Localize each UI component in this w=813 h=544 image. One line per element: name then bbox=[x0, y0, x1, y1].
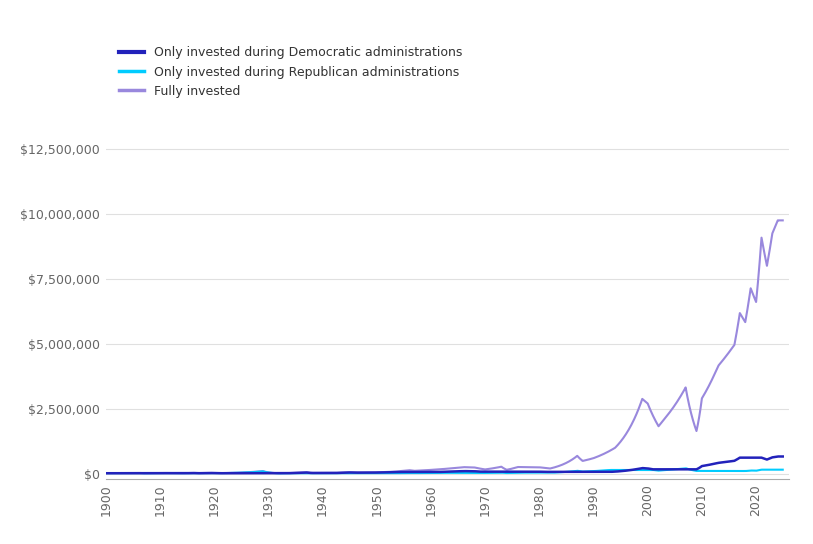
Fully invested bbox=[648, 412, 658, 418]
Only invested during Democratic administrations bbox=[677, 466, 687, 473]
Only invested during Republican administrations bbox=[228, 469, 238, 476]
Only invested during Republican administrations bbox=[226, 469, 236, 476]
Fully invested bbox=[677, 391, 687, 397]
Fully invested bbox=[773, 217, 783, 224]
Legend: Only invested during Democratic administrations, Only invested during Republican: Only invested during Democratic administ… bbox=[119, 46, 462, 98]
Only invested during Republican administrations bbox=[79, 470, 89, 477]
Line: Fully invested: Fully invested bbox=[84, 220, 783, 473]
Only invested during Democratic administrations bbox=[773, 453, 783, 460]
Line: Only invested during Democratic administrations: Only invested during Democratic administ… bbox=[84, 456, 783, 473]
Only invested during Democratic administrations bbox=[531, 468, 541, 475]
Only invested during Republican administrations bbox=[680, 465, 690, 472]
Fully invested bbox=[778, 217, 788, 224]
Fully invested bbox=[228, 469, 238, 476]
Only invested during Democratic administrations bbox=[79, 470, 89, 477]
Only invested during Democratic administrations bbox=[648, 466, 658, 473]
Fully invested bbox=[226, 469, 236, 476]
Fully invested bbox=[443, 466, 453, 472]
Only invested during Democratic administrations bbox=[443, 468, 453, 475]
Only invested during Democratic administrations bbox=[176, 470, 186, 477]
Fully invested bbox=[79, 470, 89, 477]
Line: Only invested during Republican administrations: Only invested during Republican administ… bbox=[84, 468, 783, 473]
Only invested during Democratic administrations bbox=[229, 470, 239, 477]
Only invested during Republican administrations bbox=[778, 466, 788, 473]
Only invested during Democratic administrations bbox=[778, 453, 788, 460]
Only invested during Republican administrations bbox=[531, 469, 541, 476]
Only invested during Republican administrations bbox=[443, 469, 453, 476]
Only invested during Republican administrations bbox=[677, 465, 687, 472]
Fully invested bbox=[530, 464, 540, 471]
Only invested during Democratic administrations bbox=[227, 470, 237, 477]
Only invested during Republican administrations bbox=[648, 467, 658, 473]
Only invested during Republican administrations bbox=[274, 470, 284, 477]
